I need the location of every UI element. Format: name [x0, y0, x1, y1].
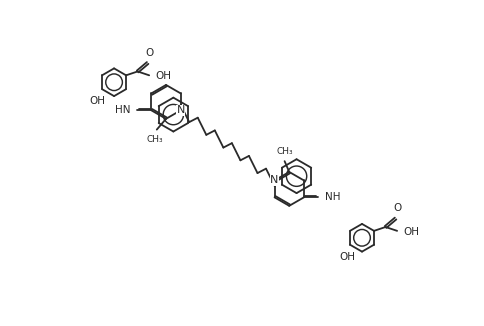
Text: OH: OH: [340, 252, 356, 262]
Text: N: N: [271, 175, 279, 185]
Text: OH: OH: [155, 71, 171, 81]
Text: O: O: [145, 48, 153, 58]
Text: O: O: [393, 203, 401, 213]
Text: NH: NH: [325, 192, 341, 202]
Text: HN: HN: [115, 105, 131, 114]
Text: N: N: [177, 105, 185, 115]
Text: CH₃: CH₃: [276, 147, 293, 156]
Text: CH₃: CH₃: [147, 135, 164, 144]
Text: OH: OH: [90, 96, 106, 106]
Text: OH: OH: [403, 227, 419, 237]
